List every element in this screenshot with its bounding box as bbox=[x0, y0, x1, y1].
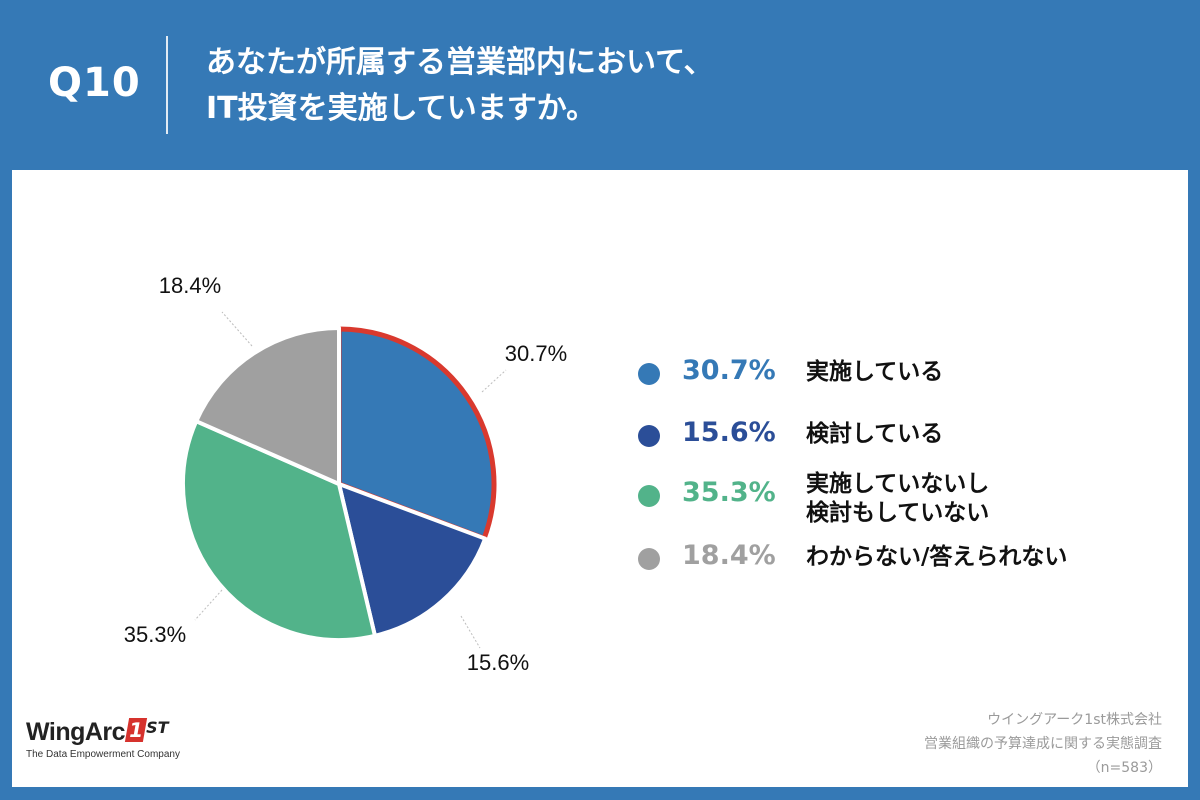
logo-suffix: ST bbox=[146, 718, 169, 737]
slice-value-label-1: 30.7% bbox=[505, 341, 567, 366]
legend-label: 検討している bbox=[806, 420, 943, 449]
legend-marker bbox=[638, 485, 660, 507]
slice-value-label-4: 18.4% bbox=[159, 273, 221, 298]
legend-marker bbox=[638, 363, 660, 385]
slice-value-label-3: 35.3% bbox=[124, 622, 186, 647]
pie-slice-4 bbox=[194, 326, 341, 486]
source-sample: （n=583） bbox=[1086, 760, 1162, 776]
legend-label-line: 検討している bbox=[806, 421, 944, 447]
legend-percent: 15.6% bbox=[682, 417, 776, 448]
legend-label: わからない/答えられない bbox=[806, 543, 1067, 572]
legend-label-line: 実施している bbox=[806, 359, 944, 385]
logo-tagline: The Data Empowerment Company bbox=[26, 749, 180, 760]
source-survey: 営業組織の予算達成に関する実態調査 bbox=[924, 736, 1162, 752]
legend-label-line: 検討もしていない bbox=[806, 500, 990, 526]
legend-marker bbox=[638, 425, 660, 447]
leader-line-1 bbox=[481, 369, 507, 393]
logo-badge: 1 bbox=[124, 718, 148, 742]
header: Q10 あなたが所属する営業部内において、 IT投資を実施していますか。 bbox=[0, 0, 1200, 170]
pie-slice-3 bbox=[181, 419, 377, 642]
source-company: ウイングアーク1st株式会社 bbox=[987, 712, 1162, 728]
legend-percent: 30.7% bbox=[682, 355, 776, 386]
pie-slice-2 bbox=[337, 482, 488, 638]
highlight-outline bbox=[336, 326, 497, 542]
leader-line-2 bbox=[460, 615, 481, 649]
slice-value-label-2: 15.6% bbox=[467, 650, 529, 675]
legend-label: 実施していないし 検討もしていない bbox=[806, 470, 989, 528]
question-number: Q10 bbox=[48, 60, 141, 106]
legend-label: 実施している bbox=[806, 358, 943, 387]
logo-wordmark: WingArc bbox=[26, 718, 126, 746]
legend-percent: 18.4% bbox=[682, 540, 776, 571]
header-divider bbox=[166, 36, 168, 134]
legend-label-line: わからない/答えられない bbox=[806, 544, 1068, 570]
leader-line-3 bbox=[194, 589, 223, 621]
question-line-2: IT投資を実施していますか。 bbox=[206, 91, 597, 126]
legend-marker bbox=[638, 548, 660, 570]
company-logo: WingArc1ST The Data Empowerment Company bbox=[26, 718, 180, 760]
question-text: あなたが所属する営業部内において、 IT投資を実施していますか。 bbox=[206, 40, 714, 132]
legend-label-line: 実施していないし bbox=[806, 471, 990, 497]
question-line-1: あなたが所属する営業部内において、 bbox=[206, 45, 714, 80]
leader-line-4 bbox=[221, 311, 253, 347]
legend-percent: 35.3% bbox=[682, 477, 776, 508]
source-note: ウイングアーク1st株式会社 営業組織の予算達成に関する実態調査 （n=583） bbox=[924, 708, 1162, 780]
